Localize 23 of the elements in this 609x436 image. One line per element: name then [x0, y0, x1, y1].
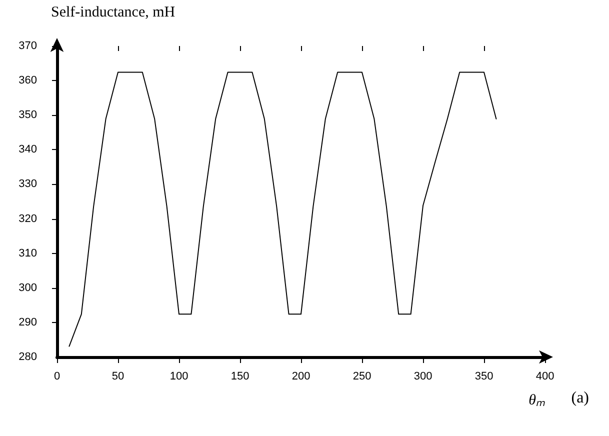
x-tick-label: 400	[536, 370, 554, 382]
y-tick-label: 310	[18, 247, 37, 260]
y-tick-label: 370	[18, 40, 37, 52]
y-tick-label: 360	[18, 74, 37, 87]
y-tick-label: 320	[18, 212, 37, 225]
x-tick-label: 150	[230, 370, 250, 382]
x-tick-label: 0	[54, 370, 60, 382]
x-axis-title: θₘ	[528, 392, 545, 408]
line-series	[68, 72, 497, 347]
x-tick-label: 50	[112, 370, 124, 382]
x-tick-label: 200	[292, 370, 310, 382]
y-tick-label: 280	[18, 351, 37, 363]
x-tick-label: 250	[352, 370, 372, 382]
x-tick-label: 350	[474, 370, 494, 382]
y-tick-label: 350	[18, 109, 37, 122]
y-tick-label: 300	[18, 282, 37, 294]
y-tick-label: 340	[18, 144, 37, 156]
y-tick-label: 290	[18, 316, 37, 328]
text: (a)	[571, 390, 590, 406]
x-tick-label: 100	[170, 370, 188, 382]
x-tick-label: 300	[414, 370, 432, 382]
y-tick-label: 330	[18, 178, 37, 190]
y-axis-title: Self-inductance, mH	[51, 4, 176, 20]
